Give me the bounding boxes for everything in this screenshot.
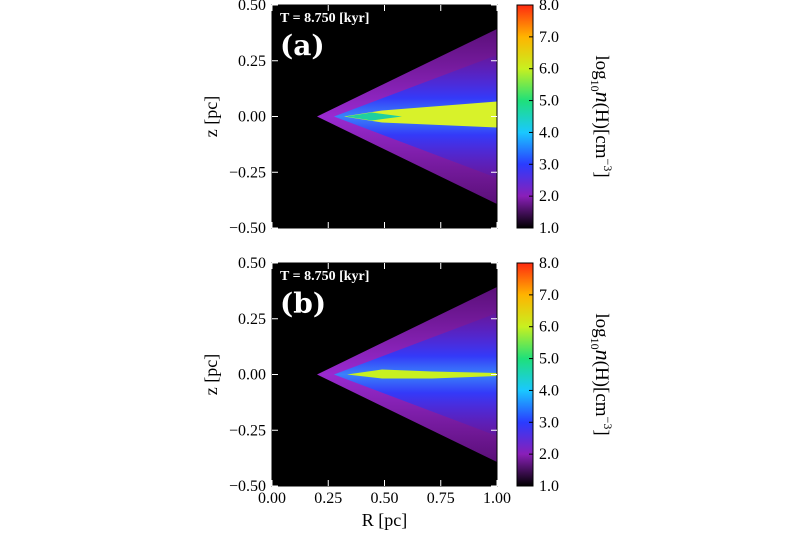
colorbar-label: log10n(H)[cm−3] bbox=[588, 55, 616, 177]
y-axis-label: z [pc] bbox=[201, 354, 221, 395]
y-tick-label: 0.50 bbox=[238, 255, 266, 272]
colorbar-tick-label: 6.0 bbox=[539, 61, 559, 78]
dense-core bbox=[346, 112, 402, 121]
panel-title: T = 8.750 [kyr] bbox=[280, 11, 369, 26]
y-tick-label: 0.25 bbox=[238, 311, 266, 328]
colorbar-tick-label: 7.0 bbox=[539, 29, 559, 46]
colorbar-label-part: (H)[cm bbox=[591, 361, 612, 417]
colorbar-tick-label: 4.0 bbox=[539, 124, 559, 141]
colorbar-tick-label: 1.0 bbox=[539, 478, 559, 495]
x-tick-label: 0.00 bbox=[258, 490, 286, 507]
x-tick-label: 0.25 bbox=[314, 490, 342, 507]
colorbar-tick-label: 7.0 bbox=[539, 287, 559, 304]
panel-label: (a) bbox=[280, 29, 325, 62]
colorbar-label-part: 10 bbox=[588, 80, 602, 92]
colorbar-label-part: n bbox=[591, 350, 616, 361]
colorbar bbox=[516, 262, 534, 487]
colorbar-tick-label: 2.0 bbox=[539, 446, 559, 463]
panel-title: T = 8.750 [kyr] bbox=[280, 269, 369, 284]
colorbar-label-part: (H)[cm bbox=[591, 103, 612, 159]
y-tick-label: −0.25 bbox=[229, 164, 266, 181]
y-tick-label: −0.50 bbox=[229, 478, 266, 495]
colorbar-label-part: ] bbox=[591, 429, 612, 435]
y-tick-label: −0.25 bbox=[229, 422, 266, 439]
colorbar-label-part: n bbox=[591, 92, 616, 103]
colorbar-label-part: −3 bbox=[601, 417, 615, 430]
dense-filament bbox=[347, 369, 497, 379]
colorbar-label-part: log bbox=[591, 55, 612, 80]
colorbar-tick-label: 8.0 bbox=[539, 0, 559, 14]
colorbar-tick-label: 1.0 bbox=[539, 220, 559, 237]
x-axis-label: R [pc] bbox=[362, 510, 407, 530]
colorbar-label: log10n(H)[cm−3] bbox=[588, 313, 616, 435]
y-tick-label: 0.50 bbox=[238, 0, 266, 14]
x-tick-label: 0.50 bbox=[371, 490, 399, 507]
colorbar-label-part: ] bbox=[591, 171, 612, 177]
y-tick-label: 0.00 bbox=[238, 109, 266, 126]
colorbar-tick-label: 8.0 bbox=[539, 255, 559, 272]
y-axis-label: z [pc] bbox=[201, 96, 221, 137]
colorbar bbox=[516, 4, 534, 229]
colorbar-tick-label: 3.0 bbox=[539, 156, 559, 173]
y-tick-label: 0.25 bbox=[238, 53, 266, 70]
panel-label: (b) bbox=[280, 287, 326, 320]
y-tick-label: −0.50 bbox=[229, 220, 266, 237]
colorbar-tick-label: 4.0 bbox=[539, 382, 559, 399]
colorbar-tick-label: 2.0 bbox=[539, 188, 559, 205]
x-tick-label: 0.75 bbox=[427, 490, 455, 507]
x-tick-label: 1.00 bbox=[483, 490, 511, 507]
colorbar-label-part: 10 bbox=[588, 338, 602, 350]
colorbar-tick-label: 3.0 bbox=[539, 414, 559, 431]
colorbar-label-part: log bbox=[591, 313, 612, 338]
colorbar-tick-label: 6.0 bbox=[539, 319, 559, 336]
colorbar-tick-label: 5.0 bbox=[539, 351, 559, 368]
colorbar-tick-label: 5.0 bbox=[539, 93, 559, 110]
colorbar-label-part: −3 bbox=[601, 159, 615, 172]
y-tick-label: 0.00 bbox=[238, 367, 266, 384]
dense-disk bbox=[344, 101, 497, 128]
